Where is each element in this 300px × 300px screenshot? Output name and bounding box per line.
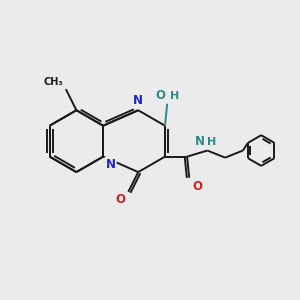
Text: N: N [133,94,143,107]
Text: N: N [106,158,116,171]
Text: O: O [116,193,125,206]
Text: H: H [170,91,179,101]
Text: N: N [195,135,205,148]
Text: CH₃: CH₃ [44,77,64,87]
Text: O: O [156,89,166,102]
Text: H: H [207,137,217,147]
Text: O: O [193,180,203,193]
